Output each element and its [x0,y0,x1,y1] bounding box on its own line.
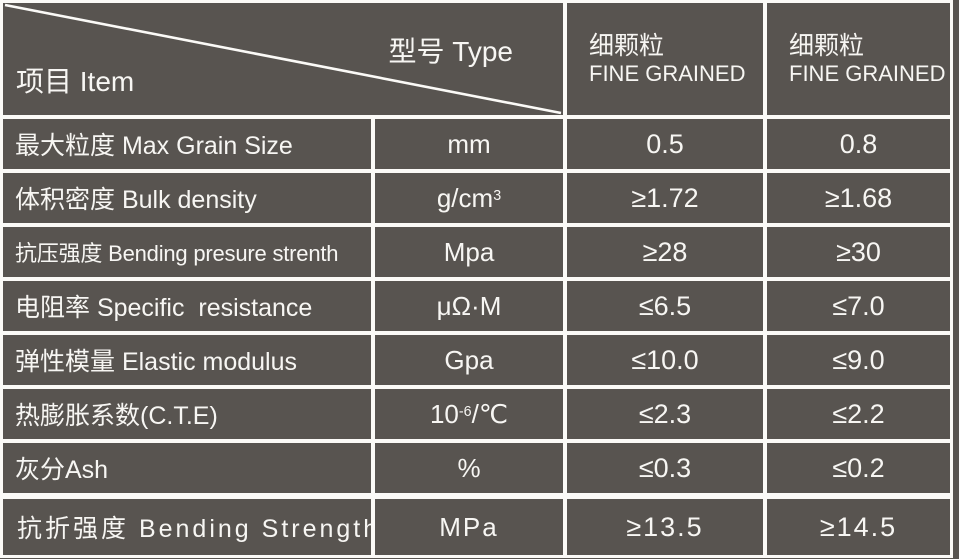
row-unit-bending-strength: MPa [375,499,563,555]
row-value1-bending-strength: ≥13.5 [567,499,763,555]
row-unit-bending-pressure-strength: Mpa [375,227,563,277]
row-value1-ash: ≤0.3 [567,443,763,493]
row-value2-max-grain-size: 0.8 [767,119,950,169]
unit-text: 10 [429,398,459,429]
row-label-specific-resistance: 电阻率 Specific resistance [3,281,371,331]
row-unit-specific-resistance: μΩ·M [375,281,563,331]
row-label-bending-pressure-strength: 抗压强度 Bending presure strenth [3,227,371,277]
row-label-ash: 灰分Ash [3,443,371,493]
header-item-label: 项目 Item [16,66,135,97]
unit-text: MPa [439,511,499,542]
row-value2-cte: ≤2.2 [767,389,950,439]
row-value1-cte: ≤2.3 [567,389,763,439]
row-label-elastic-modulus: 弹性模量 Elastic modulus [3,335,371,385]
header-column-fine-grained-2: 细颗粒 FINE GRAINED [767,3,950,115]
row-unit-bulk-density: g/cm 3 [375,173,563,223]
row-unit-ash: % [375,443,563,493]
row-value2-bending-strength: ≥14.5 [767,499,950,555]
row-unit-cte: 10 -6/℃ [375,389,563,439]
header-corner-cell: 型号 Type 项目 Item [3,3,563,115]
footer-table-grid: 抗折强度 Bending Strength MPa ≥13.5 ≥14.5 [3,499,950,555]
header-col2-cn: 细颗粒 [789,31,865,60]
row-value1-specific-resistance: ≤6.5 [567,281,763,331]
row-value1-elastic-modulus: ≤10.0 [567,335,763,385]
row-value2-bending-pressure-strength: ≥30 [767,227,950,277]
row-unit-elastic-modulus: Gpa [375,335,563,385]
unit-text: μΩ·M [436,290,502,321]
unit-text: g/cm [436,182,494,213]
header-col2-en: FINE GRAINED [789,60,946,86]
header-type-label: 型号 Type [388,36,513,67]
diagonal-divider-line [3,3,563,115]
header-col1-en: FINE GRAINED [589,60,746,86]
row-label-cte: 热膨胀系数(C.T.E) [3,389,371,439]
row-label-bending-strength: 抗折强度 Bending Strength [3,499,371,555]
row-value1-bulk-density: ≥1.72 [567,173,763,223]
unit-text: Mpa [443,236,495,267]
unit-text: % [457,452,481,483]
header-column-fine-grained-1: 细颗粒 FINE GRAINED [567,3,763,115]
row-label-max-grain-size: 最大粒度 Max Grain Size [3,119,371,169]
row-unit-max-grain-size: mm [375,119,563,169]
row-value2-bulk-density: ≥1.68 [767,173,950,223]
unit-text: Gpa [444,344,494,375]
row-value2-ash: ≤0.2 [767,443,950,493]
main-table-grid: 型号 Type 项目 Item 细颗粒 FINE GRAINED 细颗粒 FIN… [3,3,950,493]
row-value2-elastic-modulus: ≤9.0 [767,335,950,385]
row-label-bulk-density: 体积密度 Bulk density [3,173,371,223]
unit-text: mm [447,128,491,159]
row-value2-specific-resistance: ≤7.0 [767,281,950,331]
row-value1-max-grain-size: 0.5 [567,119,763,169]
unit-suffix: /℃ [471,398,509,429]
header-col1-cn: 细颗粒 [589,31,665,60]
row-value1-bending-pressure-strength: ≥28 [567,227,763,277]
